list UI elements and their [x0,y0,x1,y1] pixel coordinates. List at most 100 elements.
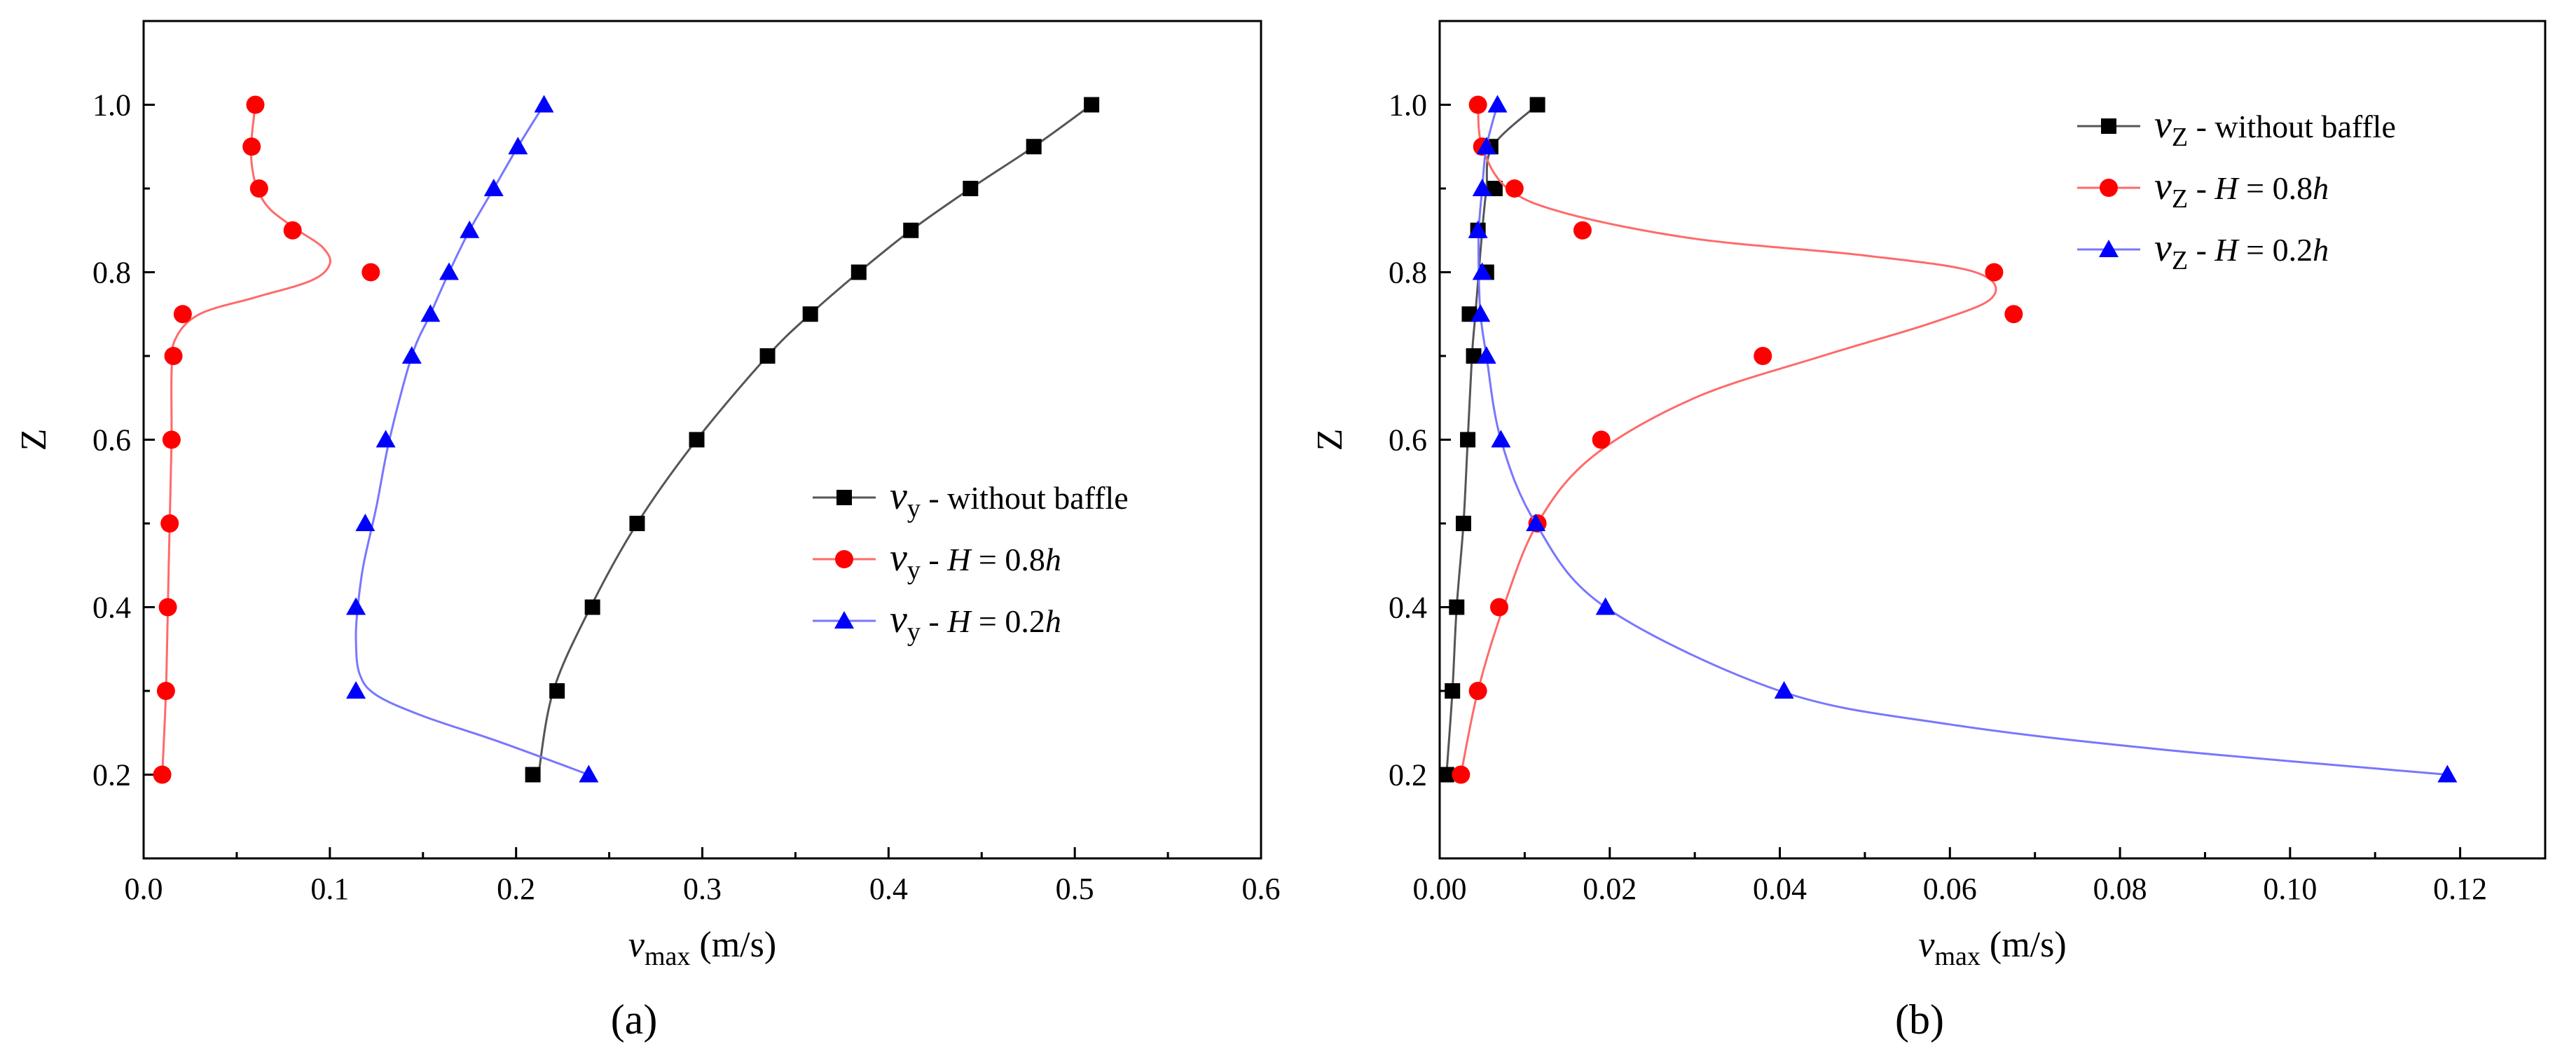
series-triangle [1468,95,2458,783]
y-tick-label: 1.0 [1389,88,1427,123]
legend-italic-2: h [1045,542,1061,577]
x-axis-label: vmax (m/s) [628,925,776,971]
y-axis-label: Z [14,429,54,451]
data-point [346,597,366,615]
data-point [579,764,599,783]
legend-sub: Z [2172,123,2188,152]
panel-label: (a) [611,996,658,1043]
data-point [156,682,175,700]
data-point [629,516,645,531]
data-point [1472,179,1492,196]
data-point [1468,682,1487,700]
x-tick-label: 0.12 [2433,872,2487,906]
legend-italic: H [946,542,972,577]
data-point [158,598,177,617]
legend-sub: Z [2172,246,2188,275]
legend-text: - [2188,170,2215,206]
legend-text-2: = 0.8 [970,542,1045,577]
data-point [963,181,979,196]
legend-label: vZ - H = 0.2h [2154,226,2329,275]
data-point [173,305,192,324]
y-tick-label: 0.6 [92,423,131,458]
data-point [164,347,183,365]
data-point [361,263,380,282]
x-tick-label: 0.0 [125,872,163,906]
series-circle [153,95,380,784]
data-point [759,348,776,364]
legend-sub: y [907,494,921,523]
series-square [1438,97,1545,783]
x-axis-label-unit: (m/s) [1981,925,2067,965]
legend-var: v [2154,103,2172,146]
y-tick-label: 0.4 [1389,591,1427,625]
data-point [1529,97,1545,113]
x-tick-label: 0.00 [1413,872,1467,906]
y-tick-label: 0.2 [92,758,131,793]
x-tick-label: 0.02 [1583,872,1637,906]
data-point [1445,683,1461,699]
data-point [1468,220,1488,238]
legend-var: v [2154,165,2172,208]
data-point [1026,139,1042,155]
y-tick-label: 0.8 [92,256,131,290]
x-axis-label: vmax (m/s) [1918,925,2066,971]
y-tick-label: 0.6 [1389,423,1427,458]
legend-var: v [2154,226,2172,270]
data-point [549,683,565,699]
data-point [525,767,541,783]
data-point [1455,516,1471,531]
legend-text-2: = 0.2 [970,603,1045,639]
y-tick-label: 0.2 [1389,758,1427,793]
data-point [584,599,600,615]
data-point [1491,430,1511,448]
data-point [508,137,528,155]
data-point [162,430,181,449]
legend-sub: y [907,617,921,647]
series-line [354,104,589,776]
x-axis-label-sub: max [645,942,690,971]
x-tick-label: 0.2 [497,872,535,906]
legend-label: vZ - without baffle [2154,103,2396,152]
data-point [160,514,179,533]
legend-marker [2101,118,2116,134]
data-point [850,264,867,280]
legend-text: - [921,542,947,577]
legend-italic: H [946,603,972,639]
data-point [1774,681,1794,699]
data-point [1526,514,1546,531]
legend-label: vy - H = 0.8h [890,536,1061,585]
data-point [2004,305,2023,324]
data-point [246,95,265,114]
data-point [355,514,376,531]
legend-marker [836,490,852,505]
x-tick-label: 0.4 [869,872,908,906]
panel-label: (b) [1895,996,1944,1043]
legend-var: v [890,536,907,579]
data-point [1487,95,1508,113]
data-point [1592,430,1611,449]
data-point [1466,348,1482,364]
x-tick-label: 0.04 [1753,872,1807,906]
data-point [802,306,818,322]
legend-italic: H [2214,232,2240,268]
legend-label: vy - without baffle [890,474,1129,523]
legend-italic-2: h [2313,170,2329,206]
x-tick-label: 0.6 [1242,872,1281,906]
x-tick-label: 0.10 [2263,872,2317,906]
x-tick-label: 0.1 [310,872,349,906]
series-square [525,97,1100,783]
series-circle [1452,95,2023,784]
panel-a: 0.0 0.1 0.2 0.3 0.4 0.5 0.60.20.40.60.81.0Zvma… [14,20,1281,1043]
data-point [2437,764,2458,783]
x-axis-label-var: v [628,925,645,965]
data-point [1452,765,1470,784]
data-point [1505,179,1524,198]
data-point [1476,346,1496,364]
legend-var: v [890,598,907,641]
legend-text: - without baffle [921,480,1129,516]
panel-b: 0.00 0.02 0.04 0.06 0.08 0.10 0.12 0.2 0.4 0.6 0.8… [1310,20,2547,1043]
x-tick-label: 0.3 [683,872,722,906]
data-point [346,681,366,699]
legend-text: - [2188,232,2215,268]
legend-text-2: = 0.2 [2238,232,2313,268]
